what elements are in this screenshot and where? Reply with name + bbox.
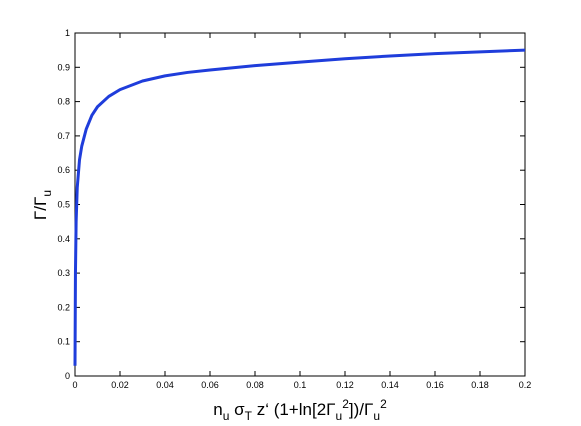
y-tick-label: 0.7: [57, 131, 70, 141]
y-tick-label: 0.1: [57, 337, 70, 347]
x-tick-label: 0.1: [294, 380, 307, 390]
plot-frame: [74, 32, 526, 377]
y-tick-label: 0.3: [57, 268, 70, 278]
x-tick-label: 0.18: [471, 380, 489, 390]
y-tick-label: 0: [65, 371, 70, 381]
x-tick-label: 0.08: [246, 380, 264, 390]
y-tick-label: 1: [65, 28, 70, 38]
y-tick-label: 0.2: [57, 302, 70, 312]
y-tick-label: 0.9: [57, 62, 70, 72]
x-tick-label: 0.2: [519, 380, 532, 390]
x-tick-label: 0.14: [381, 380, 399, 390]
x-tick-label: 0.16: [426, 380, 444, 390]
line: [73, 48, 526, 366]
y-tick-label: 0.5: [57, 200, 70, 210]
y-tick-label: 0.6: [57, 165, 70, 175]
x-tick-label: 0.04: [156, 380, 174, 390]
x-tick-label: 0: [72, 380, 77, 390]
y-tick-label: 0.8: [57, 97, 70, 107]
y-tick-label: 0.4: [57, 234, 70, 244]
x-tick-label: 0.06: [201, 380, 219, 390]
y-axis-label: Γ/Γu: [31, 190, 54, 220]
x-tick-label: 0.02: [111, 380, 129, 390]
x-tick-label: 0.12: [336, 380, 354, 390]
x-axis-label: nu σT z‘ (1+ln[2Γu2])/Γu2: [213, 397, 387, 423]
